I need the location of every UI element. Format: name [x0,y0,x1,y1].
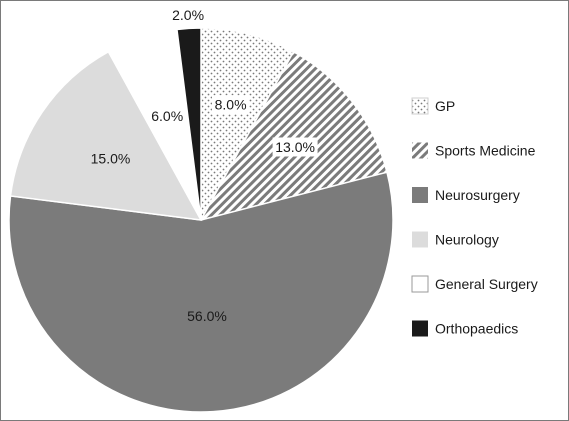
legend: GP Sports Medicine Neurosurgery Neurology Ge… [411,97,538,337]
pie-slice-neurosurgery [8,171,394,413]
value-label-sports-medicine: 13.0% [275,139,315,155]
legend-label-orthopaedics: Orthopaedics [435,321,518,337]
pie-slice-sports-medicine [199,50,388,222]
legend-swatch-gp [411,97,429,115]
legend-swatch-sports-medicine [412,142,428,159]
legend-label-general-surgery: General Surgery [435,276,538,292]
value-label-background [212,95,250,115]
value-label-neurology: 15.0% [91,151,131,167]
legend-label-sports-medicine: Sports Medicine [435,143,536,159]
value-label-gp: 8.0% [215,97,247,113]
pie-slice-gp [200,27,295,221]
legend-swatch-general-surgery [411,275,429,293]
pie-slice-orthopaedics [176,27,202,221]
legend-label-neurology: Neurology [435,232,499,248]
legend-swatch-neurosurgery [412,187,428,203]
pie-slices [8,27,394,413]
pie-slice-neurology [9,50,203,221]
pie-value-labels: 8.0% 13.0% 56.0% 15.0% 6.0% 2.0% [91,7,318,324]
value-label-general-surgery: 6.0% [151,108,183,124]
value-label-background [272,137,318,157]
legend-swatch-orthopaedics [412,320,428,337]
value-label-orthopaedics: 2.0% [172,7,204,23]
value-label-neurosurgery: 56.0% [187,308,227,324]
legend-label-gp: GP [435,98,455,114]
legend-swatch-neurology [412,231,428,248]
legend-label-neurosurgery: Neurosurgery [435,187,520,203]
